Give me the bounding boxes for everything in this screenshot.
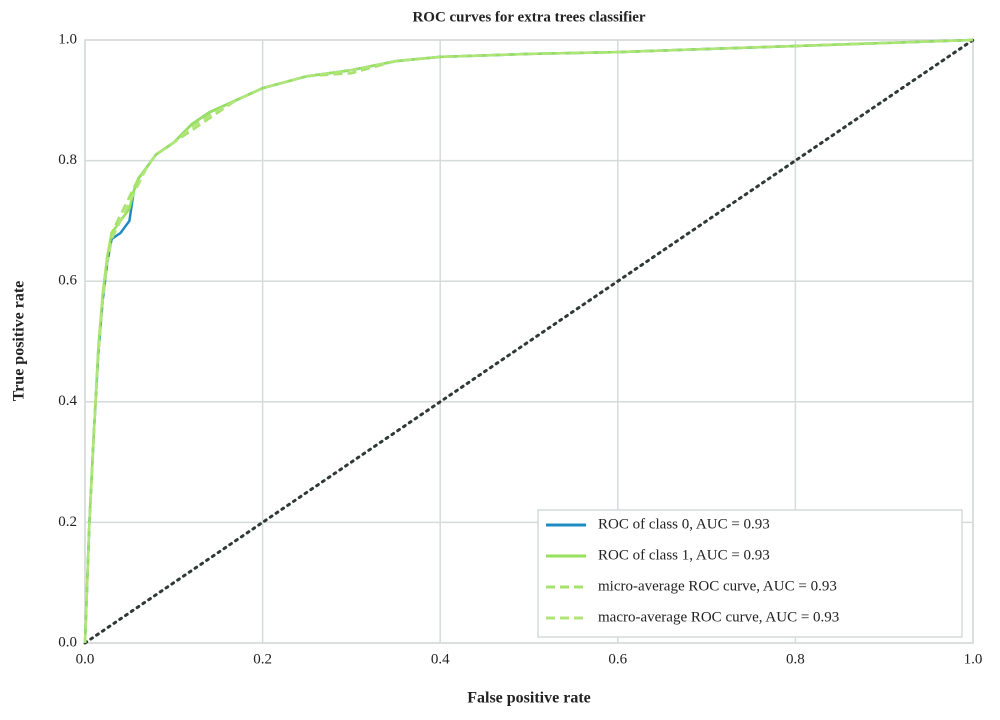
y-tick-label: 0.8	[58, 152, 77, 168]
legend-label: ROC of class 0, AUC = 0.93	[598, 516, 770, 532]
legend-label: ROC of class 1, AUC = 0.93	[598, 547, 770, 563]
y-tick-label: 0.0	[58, 634, 77, 650]
x-tick-label: 0.8	[786, 651, 805, 667]
y-tick-label: 0.2	[58, 514, 77, 530]
legend-box	[537, 509, 963, 638]
x-axis-label: False positive rate	[467, 690, 591, 707]
y-tick-label: 0.4	[58, 393, 77, 409]
legend-label: micro-average ROC curve, AUC = 0.93	[598, 578, 837, 594]
legend: ROC of class 0, AUC = 0.93 ROC of class 1…	[537, 509, 963, 638]
roc-line	[83, 38, 974, 644]
x-tick-label: 1.0	[964, 651, 983, 667]
x-tick-label: 0.4	[431, 651, 450, 667]
y-tick-label: 1.0	[58, 31, 77, 47]
chart-title: ROC curves for extra trees classifier	[412, 9, 645, 25]
x-tick-label: 0.2	[253, 651, 272, 667]
plot-frame	[84, 39, 974, 644]
x-tick-label: 0.0	[76, 651, 95, 667]
legend-label: macro-average ROC curve, AUC = 0.93	[598, 609, 839, 625]
y-tick-label: 0.6	[58, 273, 77, 289]
y-axis-label: True positive rate	[11, 281, 28, 402]
x-tick-label: 0.6	[608, 651, 627, 667]
